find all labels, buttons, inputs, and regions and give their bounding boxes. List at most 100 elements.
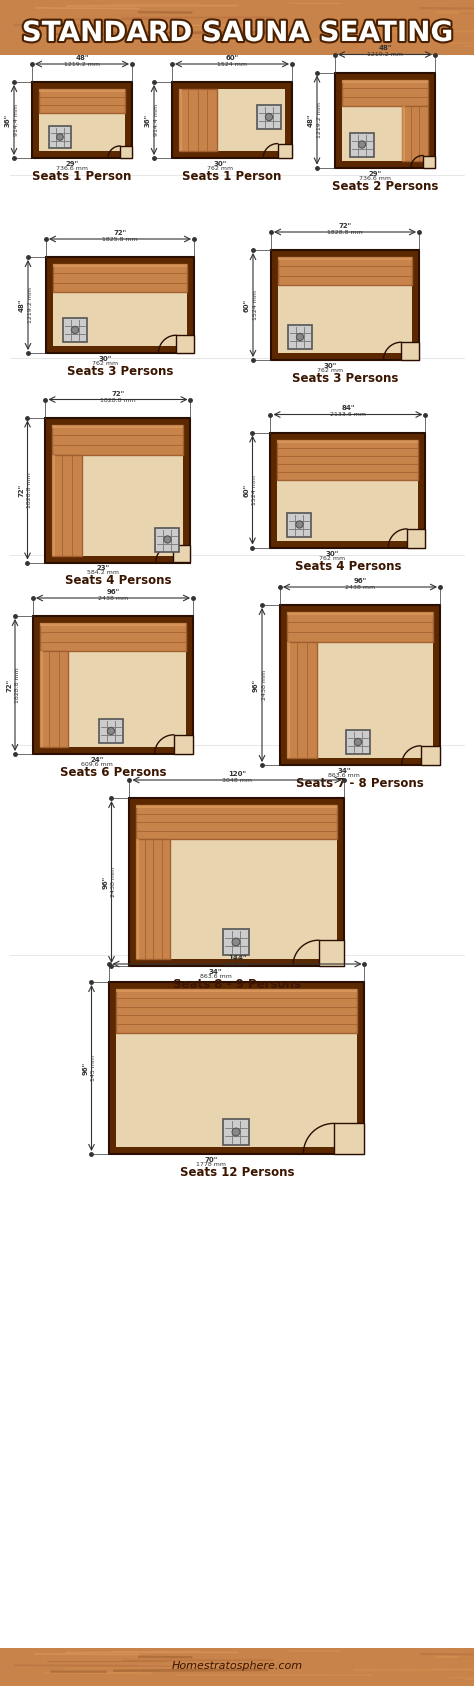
Bar <box>173 545 191 563</box>
Bar <box>129 797 345 966</box>
Text: 1828.8 mm: 1828.8 mm <box>15 668 20 703</box>
Text: 29": 29" <box>368 170 382 177</box>
Text: Seats 8 - 9 Persons: Seats 8 - 9 Persons <box>173 978 301 991</box>
Bar <box>137 804 337 959</box>
Bar <box>53 265 187 292</box>
Text: 762 mm: 762 mm <box>319 555 346 560</box>
Bar <box>137 840 171 959</box>
Bar <box>117 990 357 1146</box>
Bar <box>223 1120 249 1145</box>
Bar <box>53 265 187 346</box>
Text: 1524 mm: 1524 mm <box>253 475 257 506</box>
Bar <box>40 651 68 747</box>
Text: Seats 6 Persons: Seats 6 Persons <box>60 765 166 779</box>
Text: 2133.6 mm: 2133.6 mm <box>330 413 366 418</box>
Text: 1825.8 mm: 1825.8 mm <box>102 238 138 243</box>
Bar <box>117 990 357 991</box>
Bar <box>155 528 180 551</box>
Bar <box>33 615 193 754</box>
Bar <box>287 612 433 642</box>
Text: 736.6 mm: 736.6 mm <box>56 165 88 170</box>
Bar <box>350 133 374 157</box>
Bar <box>179 89 285 152</box>
Text: 1219.2 mm: 1219.2 mm <box>28 287 33 324</box>
Bar <box>53 265 187 266</box>
Text: 863.6 mm: 863.6 mm <box>328 772 360 777</box>
Text: 30": 30" <box>213 160 227 167</box>
Text: Seats 2 Persons: Seats 2 Persons <box>332 179 438 192</box>
Text: 914.4 mm: 914.4 mm <box>154 105 159 137</box>
Text: 2438 mm: 2438 mm <box>262 669 267 700</box>
Bar <box>39 89 125 152</box>
Text: Seats 12 Persons: Seats 12 Persons <box>180 1167 294 1179</box>
Circle shape <box>232 937 240 946</box>
Bar <box>342 79 428 160</box>
Text: 30": 30" <box>99 356 112 362</box>
Bar <box>271 433 426 548</box>
Text: 70": 70" <box>205 1157 218 1163</box>
Bar <box>407 529 426 548</box>
Text: 609.6 mm: 609.6 mm <box>81 762 113 767</box>
Text: 736.6 mm: 736.6 mm <box>359 175 391 180</box>
Bar <box>278 143 292 158</box>
Text: 34": 34" <box>337 769 351 774</box>
Bar <box>174 735 193 754</box>
Bar <box>46 418 191 563</box>
Text: 96": 96" <box>102 875 109 889</box>
Text: 96": 96" <box>82 1062 89 1074</box>
Bar <box>40 624 186 747</box>
Text: 34": 34" <box>209 969 222 975</box>
Bar <box>40 651 43 747</box>
Text: 1524 mm: 1524 mm <box>217 62 247 67</box>
Bar <box>287 642 317 759</box>
Text: 96": 96" <box>253 678 259 691</box>
Circle shape <box>296 334 304 341</box>
Bar <box>109 981 365 1153</box>
Bar <box>346 730 370 754</box>
Bar <box>287 612 433 759</box>
Text: 24": 24" <box>91 757 104 764</box>
Bar <box>137 840 139 959</box>
Bar <box>342 79 428 106</box>
Bar <box>319 941 345 966</box>
Text: STANDARD SAUNA SEATING: STANDARD SAUNA SEATING <box>22 19 452 47</box>
Text: 1828.8 mm: 1828.8 mm <box>327 229 363 234</box>
Text: 48": 48" <box>75 56 89 61</box>
Text: 762 mm: 762 mm <box>317 368 343 373</box>
Text: 60": 60" <box>244 298 250 312</box>
Bar <box>288 513 311 536</box>
Text: 84": 84" <box>341 406 355 411</box>
Text: 1828.8 mm: 1828.8 mm <box>27 472 33 507</box>
Bar <box>53 425 183 555</box>
Bar <box>53 455 55 555</box>
Bar <box>117 990 357 1034</box>
Text: 144": 144" <box>228 954 246 961</box>
Text: 60": 60" <box>244 484 249 497</box>
Text: 1219.2 mm: 1219.2 mm <box>317 101 322 138</box>
Bar <box>278 256 412 285</box>
Circle shape <box>108 727 115 735</box>
Bar <box>53 425 183 455</box>
Bar <box>172 83 292 158</box>
Circle shape <box>265 113 273 121</box>
Bar <box>401 342 419 361</box>
Text: 863.6 mm: 863.6 mm <box>200 975 231 980</box>
Text: 762 mm: 762 mm <box>207 165 233 170</box>
Bar <box>287 612 433 615</box>
Text: 2438 mm: 2438 mm <box>98 595 128 600</box>
Text: Seats 1 Person: Seats 1 Person <box>32 170 132 184</box>
Text: 1524 mm: 1524 mm <box>253 290 258 320</box>
Text: 145 mm: 145 mm <box>91 1055 97 1081</box>
Bar <box>280 605 440 765</box>
Bar <box>335 72 435 167</box>
Bar <box>278 256 412 352</box>
Bar <box>53 425 183 428</box>
Bar <box>257 105 281 130</box>
Circle shape <box>232 1128 240 1136</box>
Bar <box>120 147 132 158</box>
Text: 96": 96" <box>354 578 366 583</box>
Text: 29": 29" <box>65 160 79 167</box>
Bar <box>0 0 474 56</box>
Bar <box>278 256 412 260</box>
Bar <box>53 455 82 555</box>
